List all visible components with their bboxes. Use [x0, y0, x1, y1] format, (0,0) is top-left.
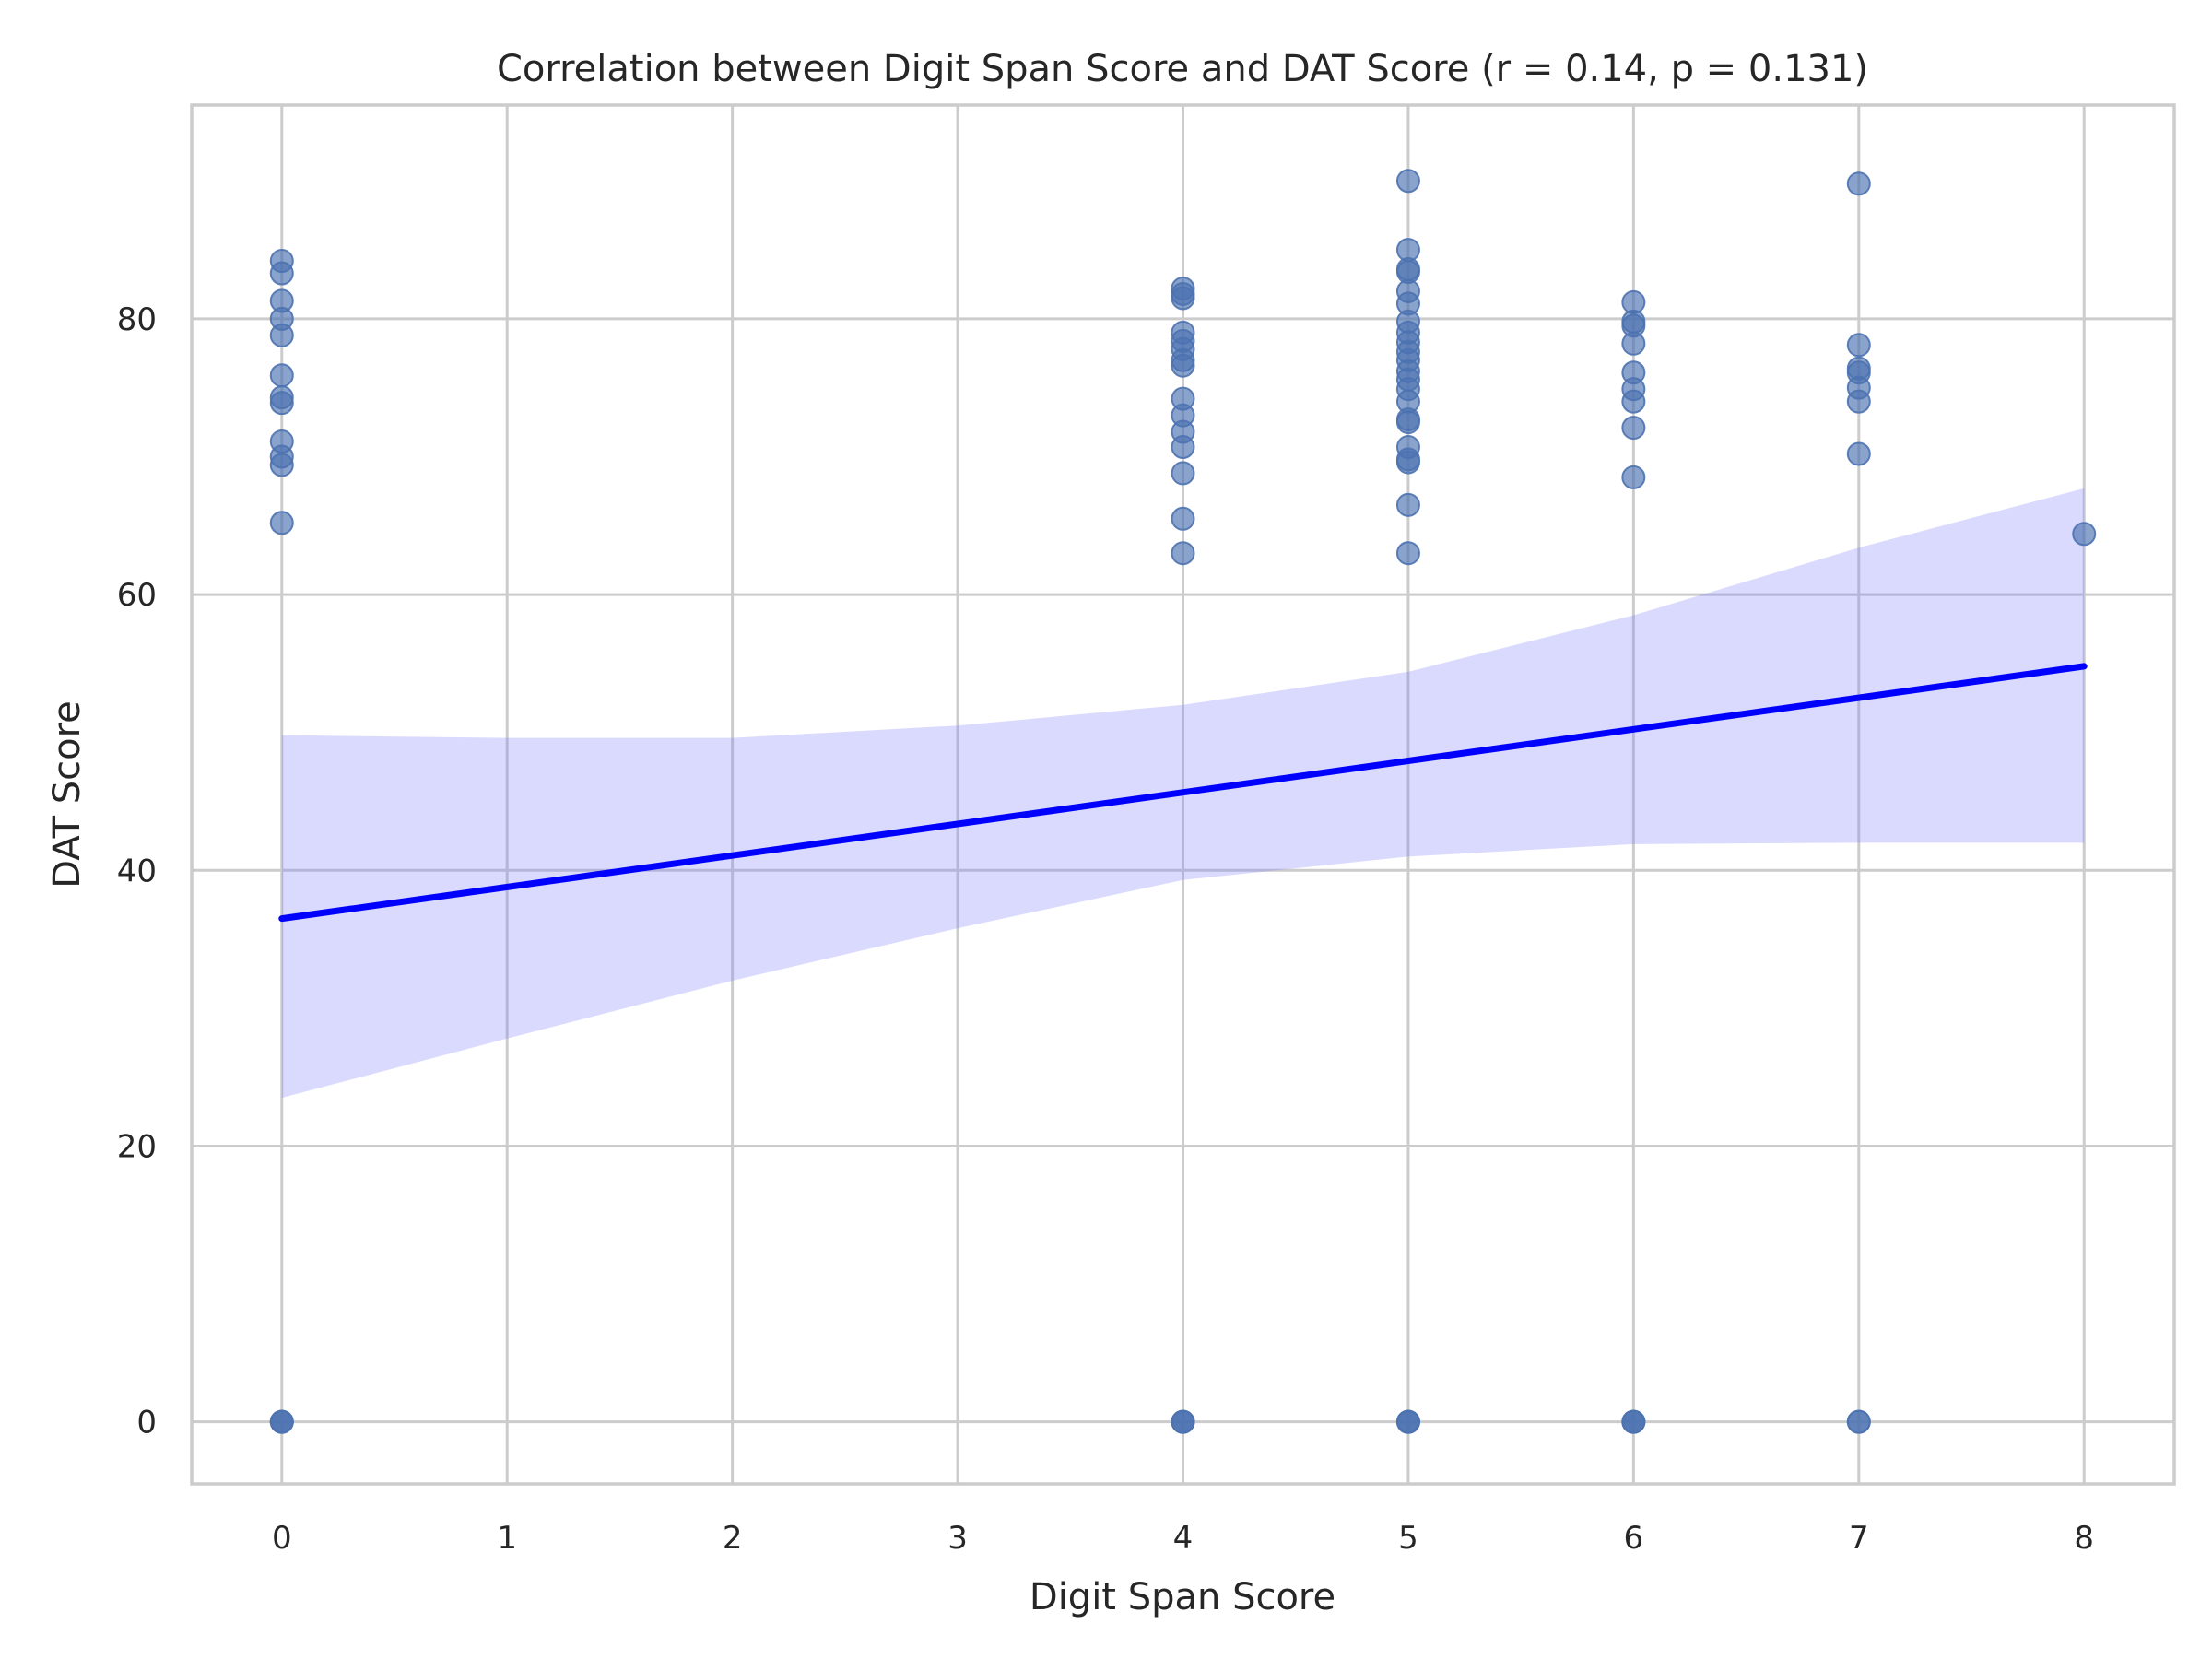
- data-point: [1846, 333, 1871, 358]
- data-point: [1621, 1409, 1646, 1434]
- regression-line: [278, 663, 2088, 923]
- x-axis-label: Digit Span Score: [1030, 1576, 1335, 1618]
- y-tick-label: 0: [136, 1405, 157, 1441]
- data-point: [1846, 171, 1871, 196]
- data-point: [1171, 1409, 1195, 1434]
- data-point: [1395, 541, 1420, 566]
- data-point: [269, 323, 294, 347]
- data-point: [2072, 522, 2097, 547]
- chart-title: Correlation between Digit Span Score and…: [497, 48, 1868, 90]
- data-point: [1395, 1409, 1420, 1434]
- x-tick-label: 1: [497, 1520, 517, 1557]
- data-point: [269, 1409, 294, 1434]
- data-point: [1846, 1409, 1871, 1434]
- data-point: [1171, 506, 1195, 531]
- data-point: [1395, 450, 1420, 475]
- data-point: [269, 261, 294, 286]
- y-tick-label: 20: [117, 1128, 157, 1165]
- x-tick-label: 6: [1624, 1520, 1644, 1557]
- data-point: [1621, 465, 1646, 489]
- regression-line-layer: [278, 663, 2088, 923]
- x-tick-label: 7: [1849, 1520, 1869, 1557]
- data-point: [1395, 169, 1420, 194]
- y-axis-label: DAT Score: [46, 700, 88, 888]
- data-point: [1171, 435, 1195, 460]
- data-point: [1395, 492, 1420, 517]
- y-tick-label: 80: [117, 301, 157, 338]
- data-point: [269, 363, 294, 388]
- data-point: [1846, 389, 1871, 414]
- data-point: [269, 391, 294, 416]
- data-points: [269, 169, 2097, 1434]
- x-tick-label: 0: [272, 1520, 292, 1557]
- x-tick-label: 4: [1173, 1520, 1194, 1557]
- data-point: [1171, 353, 1195, 378]
- data-point: [1171, 461, 1195, 486]
- y-tick-label: 60: [117, 577, 157, 614]
- x-tick-labels: 0 1 2 3 4 5 6 7 8: [272, 1520, 2094, 1557]
- data-point: [1171, 286, 1195, 311]
- x-tick-label: 3: [947, 1520, 968, 1557]
- data-point: [269, 511, 294, 535]
- x-tick-label: 5: [1398, 1520, 1418, 1557]
- x-tick-label: 8: [2074, 1520, 2094, 1557]
- data-point: [1621, 416, 1646, 441]
- y-tick-labels: 0 20 40 60 80: [117, 301, 157, 1441]
- data-point: [1395, 410, 1420, 435]
- data-point: [1621, 389, 1646, 414]
- data-point: [269, 453, 294, 477]
- data-point: [1171, 541, 1195, 566]
- x-tick-label: 2: [723, 1520, 743, 1557]
- data-point: [1846, 441, 1871, 466]
- data-point: [1621, 331, 1646, 356]
- y-tick-label: 40: [117, 853, 157, 889]
- plot-frame: [190, 103, 2176, 1486]
